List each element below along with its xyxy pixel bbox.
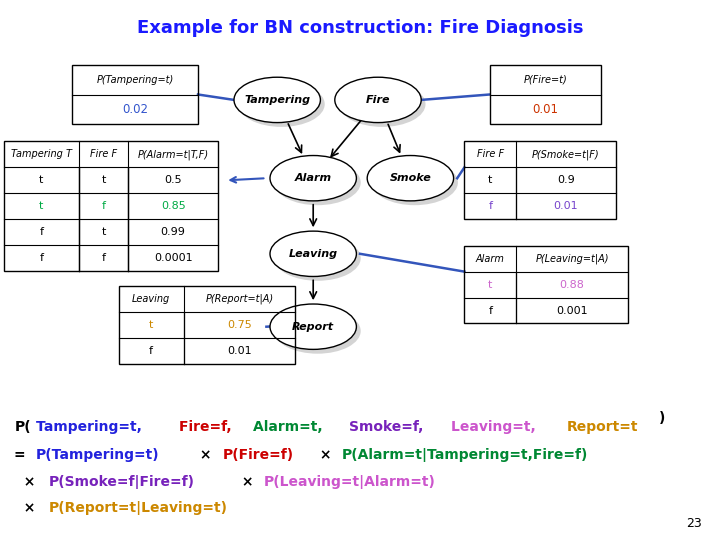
Text: f: f (149, 346, 153, 356)
Text: ×: × (14, 475, 40, 489)
Text: 0.01: 0.01 (227, 346, 252, 356)
Text: t: t (149, 320, 153, 330)
Text: P(Alarm=t|Tampering=t,Fire=f): P(Alarm=t|Tampering=t,Fire=f) (342, 448, 588, 462)
Text: Fire F: Fire F (477, 150, 504, 159)
Text: t: t (102, 176, 106, 185)
Ellipse shape (335, 77, 421, 123)
Text: t: t (102, 227, 106, 237)
Ellipse shape (270, 304, 356, 349)
Text: P(Report=t|Leaving=t): P(Report=t|Leaving=t) (48, 501, 228, 515)
Bar (119, 286, 295, 364)
Text: Report: Report (292, 322, 334, 332)
Ellipse shape (234, 77, 320, 123)
Text: P(Alarm=t|T,F): P(Alarm=t|T,F) (138, 149, 209, 160)
Text: Fire: Fire (366, 95, 390, 105)
Bar (4, 141, 218, 271)
Bar (464, 141, 616, 219)
Text: Tampering=t,: Tampering=t, (36, 420, 147, 434)
Text: P(Fire=f): P(Fire=f) (222, 448, 294, 462)
Text: Tampering T: Tampering T (11, 150, 72, 159)
Text: ×: × (195, 448, 217, 462)
Text: ): ) (660, 411, 665, 442)
Ellipse shape (270, 231, 356, 276)
Text: 0.001: 0.001 (557, 306, 588, 315)
Text: P(Report=t|A): P(Report=t|A) (205, 294, 274, 305)
Bar (490, 65, 601, 124)
Text: t: t (39, 176, 44, 185)
Ellipse shape (274, 235, 361, 281)
Text: 0.5: 0.5 (164, 176, 182, 185)
Ellipse shape (274, 160, 361, 205)
Text: =: = (14, 448, 31, 462)
Text: Tampering: Tampering (244, 95, 310, 105)
Text: P(Smoke=f|Fire=f): P(Smoke=f|Fire=f) (48, 475, 194, 489)
Ellipse shape (339, 82, 426, 127)
Text: Leaving=t,: Leaving=t, (451, 420, 541, 434)
Text: P(Tampering=t): P(Tampering=t) (96, 75, 174, 85)
Text: 0.9: 0.9 (557, 176, 575, 185)
Text: t: t (39, 201, 44, 211)
Text: 0.0001: 0.0001 (154, 253, 192, 263)
Text: f: f (488, 306, 492, 315)
Text: 0.01: 0.01 (532, 103, 559, 116)
Text: 23: 23 (686, 517, 702, 530)
Text: Smoke=f,: Smoke=f, (349, 420, 428, 434)
Text: Report=t: Report=t (567, 420, 639, 434)
Text: Smoke: Smoke (390, 173, 431, 183)
Text: Alarm: Alarm (476, 254, 505, 264)
Text: P(Smoke=t|F): P(Smoke=t|F) (532, 149, 600, 160)
Text: ×: × (237, 475, 258, 489)
Text: P(: P( (14, 420, 31, 434)
Text: ×: × (315, 448, 336, 462)
Text: P(Leaving=t|A): P(Leaving=t|A) (535, 253, 609, 264)
Text: Leaving: Leaving (132, 294, 171, 304)
Text: Example for BN construction: Fire Diagnosis: Example for BN construction: Fire Diagno… (137, 19, 583, 37)
Text: f: f (40, 253, 43, 263)
Text: f: f (102, 201, 106, 211)
Text: 0.85: 0.85 (161, 201, 186, 211)
Text: ×: × (14, 501, 40, 515)
Ellipse shape (274, 308, 361, 354)
Text: 0.99: 0.99 (161, 227, 186, 237)
Text: P(Fire=t): P(Fire=t) (523, 75, 567, 85)
Text: t: t (488, 280, 492, 289)
Text: 0.75: 0.75 (227, 320, 252, 330)
Text: f: f (40, 227, 43, 237)
Text: 0.88: 0.88 (559, 280, 585, 289)
Ellipse shape (372, 160, 458, 205)
Text: 0.01: 0.01 (554, 201, 578, 211)
Ellipse shape (238, 82, 325, 127)
Bar (464, 246, 628, 323)
Text: Alarm: Alarm (294, 173, 332, 183)
Ellipse shape (367, 156, 454, 201)
Text: Leaving: Leaving (289, 249, 338, 259)
Text: Fire=f,: Fire=f, (179, 420, 236, 434)
Text: Fire F: Fire F (90, 150, 117, 159)
Bar (72, 65, 198, 124)
Text: 0.02: 0.02 (122, 103, 148, 116)
Text: t: t (488, 176, 492, 185)
Text: P(Tampering=t): P(Tampering=t) (36, 448, 159, 462)
Text: f: f (102, 253, 106, 263)
Text: Alarm=t,: Alarm=t, (253, 420, 328, 434)
Text: f: f (488, 201, 492, 211)
Text: P(Leaving=t|Alarm=t): P(Leaving=t|Alarm=t) (264, 475, 436, 489)
Ellipse shape (270, 156, 356, 201)
